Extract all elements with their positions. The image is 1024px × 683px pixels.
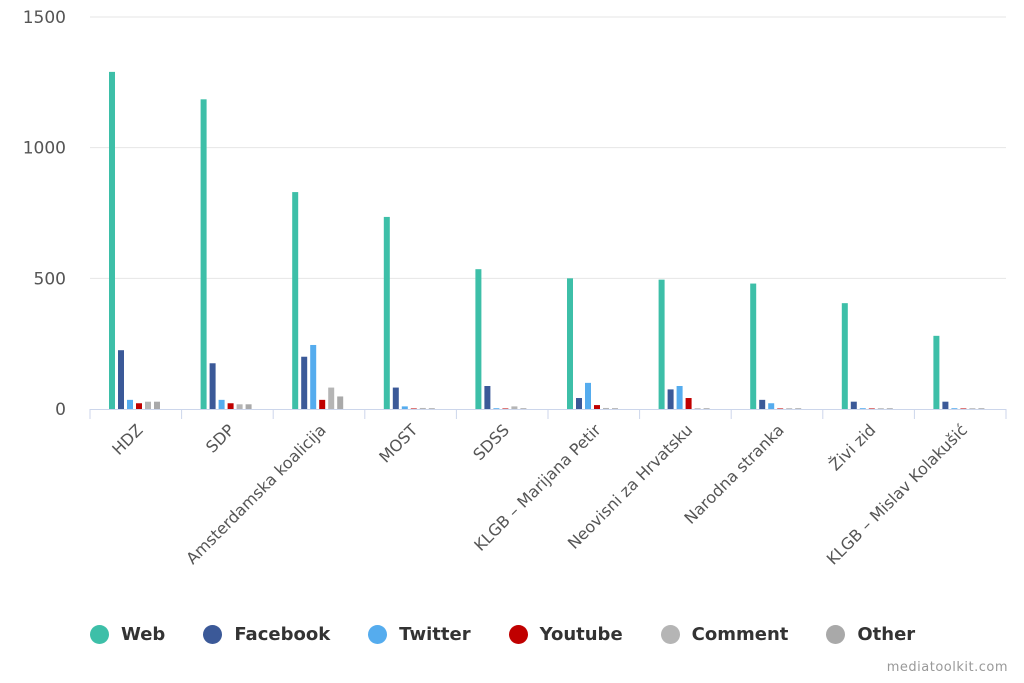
bar-web[interactable] [841, 303, 848, 409]
bar-twitter[interactable] [127, 399, 133, 409]
bar-youtube[interactable] [685, 398, 692, 409]
bar-twitter[interactable] [585, 382, 591, 409]
bar-web[interactable] [200, 99, 207, 409]
x-tick-label: MOST [375, 420, 421, 466]
bar-web[interactable] [933, 335, 940, 409]
legend-item-web[interactable]: Web [90, 624, 165, 645]
bar-comment[interactable] [419, 407, 426, 409]
bar-web[interactable] [567, 278, 573, 409]
bar-comment[interactable] [328, 387, 335, 409]
y-tick-label: 500 [34, 269, 66, 289]
bar-twitter[interactable] [859, 408, 866, 409]
bar-twitter[interactable] [218, 399, 225, 409]
bar-youtube[interactable] [960, 408, 967, 409]
legend-label: Other [857, 624, 916, 645]
bar-twitter[interactable] [676, 386, 683, 409]
bar-other[interactable] [154, 401, 160, 409]
bar-web[interactable] [750, 283, 757, 409]
x-tick-label: SDP [202, 420, 238, 456]
bar-other[interactable] [245, 404, 252, 409]
bar-twitter[interactable] [310, 344, 317, 409]
bar-twitter[interactable] [768, 403, 775, 409]
x-tick-label: Živi zid [825, 420, 879, 474]
bar-other[interactable] [428, 408, 435, 409]
bar-youtube[interactable] [410, 408, 417, 409]
bar-youtube[interactable] [777, 408, 784, 409]
bar-other[interactable] [703, 408, 710, 409]
legend-dot-icon [508, 625, 528, 644]
bar-other[interactable] [795, 408, 802, 409]
bar-comment[interactable] [603, 407, 609, 409]
bar-facebook[interactable] [301, 356, 308, 409]
x-tick-label: HDZ [108, 420, 146, 458]
x-tick-label: SDSS [469, 420, 513, 464]
bar-facebook[interactable] [850, 401, 857, 409]
x-tick-label: Narodna stranka [680, 420, 787, 527]
legend-item-twitter[interactable]: Twitter [368, 624, 471, 645]
bar-web[interactable] [658, 279, 665, 409]
legend-dot-icon [368, 625, 388, 644]
bar-other[interactable] [337, 396, 344, 409]
legend-item-youtube[interactable]: Youtube [508, 624, 623, 645]
bar-facebook[interactable] [392, 387, 399, 409]
bars [109, 71, 985, 409]
y-tick-label: 1500 [23, 8, 66, 28]
bar-web[interactable] [383, 216, 390, 409]
legend-label: Twitter [399, 624, 471, 645]
bar-facebook[interactable] [942, 401, 949, 409]
bar-other[interactable] [978, 408, 985, 409]
bar-twitter[interactable] [493, 408, 500, 409]
y-axis-ticks: 0 500 1000 1500 [23, 8, 66, 420]
bar-web[interactable] [292, 192, 299, 409]
bar-twitter[interactable] [401, 406, 408, 409]
bar-youtube[interactable] [868, 408, 875, 409]
legend-dot-icon [90, 625, 109, 644]
bar-comment[interactable] [145, 401, 151, 409]
bar-web[interactable] [109, 71, 115, 409]
bar-comment[interactable] [236, 404, 243, 409]
bar-comment[interactable] [969, 408, 976, 409]
bar-facebook[interactable] [118, 350, 124, 409]
bar-other[interactable] [886, 408, 893, 409]
credit-text: mediatoolkit.com [886, 660, 1008, 675]
legend-item-comment[interactable]: Comment [660, 624, 789, 645]
y-tick-label: 1000 [23, 139, 66, 159]
y-tick-label: 0 [55, 400, 66, 420]
bar-youtube[interactable] [594, 405, 600, 409]
bar-youtube[interactable] [502, 408, 509, 409]
legend: Web Facebook Twitter Youtube Comment Other [90, 624, 953, 645]
bar-youtube[interactable] [136, 403, 142, 409]
bar-facebook[interactable] [484, 386, 491, 409]
bar-other[interactable] [520, 408, 527, 409]
bar-comment[interactable] [511, 406, 518, 409]
legend-dot-icon [203, 625, 223, 644]
bar-facebook[interactable] [667, 389, 674, 409]
bar-comment[interactable] [786, 408, 793, 409]
bar-comment[interactable] [694, 408, 701, 409]
bar-youtube[interactable] [227, 403, 234, 409]
bar-web[interactable] [475, 269, 482, 409]
bar-comment[interactable] [877, 408, 884, 409]
grid-lines [90, 16, 1006, 279]
legend-label: Comment [691, 624, 789, 645]
bar-twitter[interactable] [951, 408, 958, 409]
bar-youtube[interactable] [319, 399, 326, 409]
bar-facebook[interactable] [209, 363, 216, 409]
legend-label: Web [121, 624, 166, 645]
legend-item-other[interactable]: Other [826, 624, 915, 645]
bar-other[interactable] [612, 408, 618, 409]
legend-item-facebook[interactable]: Facebook [203, 624, 330, 645]
legend-label: Youtube [539, 624, 623, 645]
legend-label: Facebook [234, 624, 331, 645]
bar-facebook[interactable] [759, 399, 766, 409]
legend-dot-icon [826, 625, 846, 644]
legend-dot-icon [660, 625, 680, 644]
bar-facebook[interactable] [576, 398, 582, 409]
